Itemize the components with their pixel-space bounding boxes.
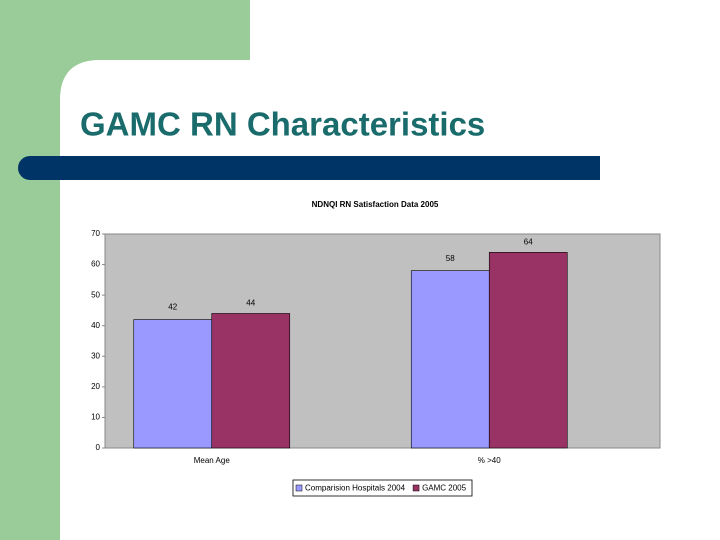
slide-title: GAMC RN Characteristics (80, 106, 485, 143)
legend-label: Comparision Hospitals 2004 (305, 484, 406, 493)
value-label: 44 (246, 299, 255, 308)
value-label: 58 (446, 254, 455, 263)
x-tick-label: % >40 (478, 456, 501, 465)
value-label: 64 (524, 237, 533, 246)
y-tick-label: 30 (91, 351, 100, 360)
bar (410, 270, 490, 449)
title-rule-body (30, 156, 600, 180)
bar (488, 252, 568, 449)
value-label: 42 (168, 303, 177, 312)
bar (211, 313, 291, 449)
chart-title: NDNQI RN Satisfaction Data 2005 (312, 200, 439, 209)
legend-swatch (295, 484, 303, 492)
y-tick-label: 40 (91, 321, 100, 330)
x-tick-label: Mean Age (194, 456, 231, 465)
legend-swatch (412, 484, 420, 492)
y-tick-label: 20 (91, 382, 100, 391)
green-strip (0, 0, 60, 540)
legend-box (292, 479, 473, 497)
y-tick-label: 0 (96, 443, 101, 452)
bar (133, 319, 213, 449)
y-tick-label: 60 (91, 260, 100, 269)
y-tick-label: 70 (91, 229, 100, 238)
y-tick-label: 10 (91, 413, 100, 422)
legend-label: GAMC 2005 (422, 484, 467, 493)
y-tick-label: 50 (91, 290, 100, 299)
